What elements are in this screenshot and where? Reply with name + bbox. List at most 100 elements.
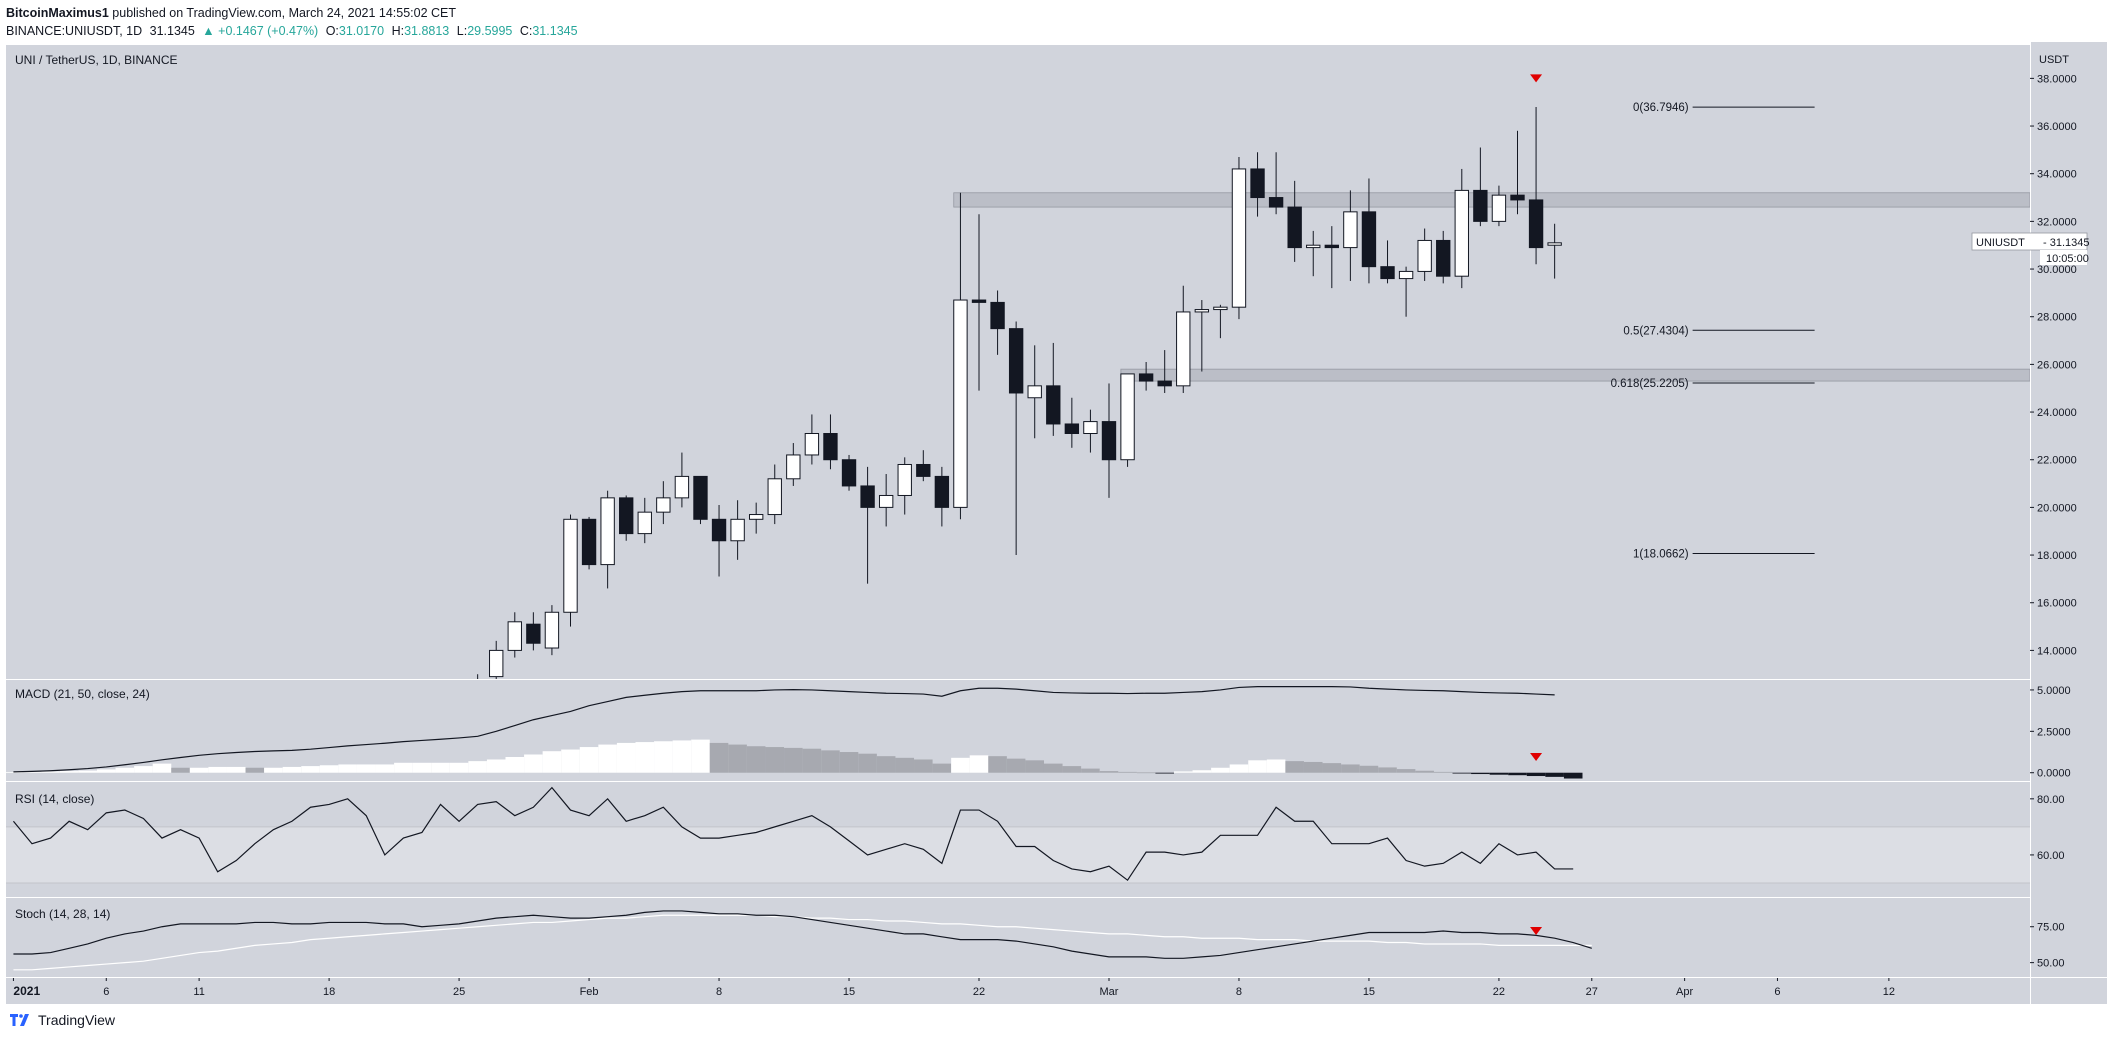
candle-body[interactable] [619, 497, 634, 535]
price-axis-label: 36.0000 [2037, 121, 2077, 133]
macd-histogram-bar [1471, 772, 1490, 775]
stoch-d-line [13, 914, 1592, 971]
stoch-pane-bg[interactable] [6, 898, 2030, 977]
candle-body[interactable] [1008, 328, 1024, 394]
price-axis-label: 38.0000 [2037, 73, 2077, 85]
candle-body[interactable] [990, 301, 1005, 330]
candle-body[interactable] [507, 621, 522, 651]
candle-body[interactable] [767, 478, 782, 516]
macd-histogram-bar [1285, 761, 1304, 773]
time-axis-bg[interactable] [6, 978, 2030, 1004]
candle-body[interactable] [1454, 189, 1469, 277]
candle-body[interactable] [1380, 266, 1395, 280]
time-axis-label: 22 [973, 986, 985, 998]
candle-body[interactable] [823, 433, 838, 461]
tradingview-footer[interactable]: TradingView [10, 1012, 115, 1028]
macd-histogram-bar [449, 762, 469, 773]
price-axis-label: 24.0000 [2037, 407, 2077, 419]
fib-level-label: 0.618(25.2205) [1611, 378, 1689, 390]
candle-body[interactable] [1101, 421, 1117, 461]
candle-body[interactable] [1528, 199, 1544, 249]
candle-body[interactable] [563, 518, 578, 613]
candle-body[interactable] [804, 433, 820, 456]
candle-body[interactable] [1547, 242, 1562, 246]
candle-body[interactable] [1176, 311, 1191, 387]
candle-body[interactable] [1343, 211, 1358, 249]
candle-body[interactable] [916, 463, 931, 477]
candle-body[interactable] [637, 511, 652, 535]
candle-body[interactable] [1231, 168, 1247, 308]
chart-header: BitcoinMaximus1 published on TradingView… [6, 4, 582, 40]
candle-body[interactable] [1398, 270, 1414, 280]
macd-histogram-bar [579, 747, 599, 773]
price-axis-unit: USDT [2039, 54, 2069, 66]
rsi-axis-label: 80.00 [2037, 794, 2065, 806]
candle-body[interactable] [1436, 239, 1451, 277]
high-label: H: [391, 24, 405, 38]
last-price-tag-symbol: UNIUSDT [1976, 237, 2025, 249]
horizontal-zone-1[interactable] [1120, 368, 2030, 382]
author-name[interactable]: BitcoinMaximus1 [6, 6, 109, 20]
candle-body[interactable] [656, 497, 671, 513]
candle-body[interactable] [971, 299, 987, 303]
candle-body[interactable] [1473, 189, 1488, 222]
stoch-bearish-marker-icon [1530, 927, 1543, 936]
candle-body[interactable] [748, 514, 764, 520]
macd-histogram-bar [1433, 771, 1453, 773]
candle-body[interactable] [1250, 168, 1265, 199]
macd-plot [6, 686, 1583, 779]
candle-body[interactable] [1027, 385, 1042, 399]
candle-body[interactable] [1491, 194, 1507, 222]
candle-body[interactable] [674, 475, 690, 499]
time-axis-label: Apr [1676, 986, 1693, 998]
candle-body[interactable] [878, 494, 894, 508]
candle-body[interactable] [934, 475, 950, 508]
candle-body[interactable] [1120, 373, 1135, 461]
candle-body[interactable] [786, 454, 801, 480]
price-axis-label: 20.0000 [2037, 502, 2077, 514]
macd-histogram-bar [1378, 767, 1397, 773]
candle-body[interactable] [489, 649, 504, 678]
candle-body[interactable] [1046, 385, 1061, 425]
stoch-axis-label: 75.00 [2037, 922, 2065, 934]
candle-body[interactable] [1268, 197, 1284, 208]
candle-body[interactable] [897, 463, 912, 496]
macd-histogram-bar [672, 740, 692, 773]
candle-body[interactable] [953, 299, 968, 508]
macd-histogram-bar [542, 751, 562, 773]
candle-body[interactable] [526, 623, 541, 644]
candle-body[interactable] [860, 485, 875, 508]
candle-body[interactable] [1417, 239, 1432, 272]
macd-histogram-bar [1526, 772, 1546, 777]
rsi-plot [6, 786, 2030, 884]
macd-histogram-bar [301, 766, 320, 773]
countdown-label: 10:05:00 [2046, 253, 2089, 265]
candle-body[interactable] [1194, 309, 1210, 313]
macd-histogram-bar [1081, 768, 1100, 773]
candle-body[interactable] [693, 475, 708, 520]
candle-body[interactable] [544, 611, 560, 649]
candle-body[interactable] [730, 518, 745, 542]
candle-body[interactable] [1213, 306, 1228, 311]
candle-body[interactable] [1306, 244, 1321, 249]
candle-body[interactable] [1138, 373, 1154, 382]
candle-body[interactable] [581, 518, 597, 566]
candle-body[interactable] [1083, 421, 1098, 435]
macd-histogram-bar [96, 769, 116, 773]
candle-body[interactable] [600, 497, 615, 566]
candle-body[interactable] [1510, 194, 1525, 201]
candle-body[interactable] [711, 518, 727, 542]
macd-histogram-bar [282, 766, 302, 773]
candle-body[interactable] [1361, 211, 1377, 268]
candle-body[interactable] [1287, 206, 1302, 249]
price-axis-bg[interactable] [2030, 42, 2107, 1004]
candle-body[interactable] [841, 459, 857, 487]
candle-body[interactable] [1064, 423, 1080, 435]
macd-histogram-bar [1563, 772, 1583, 779]
macd-histogram-bar [1248, 760, 1267, 773]
close-label: C: [519, 24, 533, 38]
candle-body[interactable] [1324, 244, 1339, 249]
candle-body[interactable] [1157, 380, 1172, 387]
open-label: O: [325, 24, 339, 38]
